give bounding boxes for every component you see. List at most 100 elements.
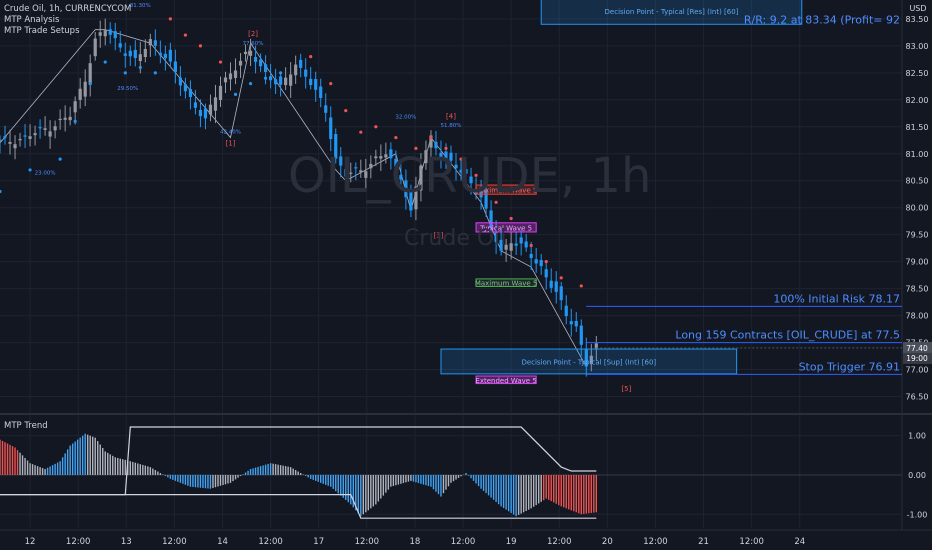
- candle-body: [374, 156, 378, 159]
- candle-body: [78, 88, 82, 100]
- wave-label: [5]: [621, 385, 631, 393]
- x-tick-label: 24: [794, 537, 805, 547]
- candle-body: [188, 89, 193, 97]
- candle-body: [329, 117, 333, 140]
- setup-box: [475, 278, 537, 287]
- sar-dot: [329, 82, 333, 86]
- sar-dot: [279, 71, 283, 75]
- sar-dot: [494, 200, 498, 204]
- candle-body: [584, 349, 588, 367]
- candle-body: [334, 134, 338, 159]
- candle-body: [163, 53, 167, 59]
- candle-body: [3, 136, 7, 138]
- candle-body: [539, 260, 543, 267]
- symbol-title[interactable]: Crude Oil, 1h, CURRENCYCOM: [4, 4, 132, 14]
- candle-body: [459, 169, 463, 173]
- candle-body: [484, 189, 488, 209]
- sar-dot: [28, 168, 32, 172]
- candle-body: [504, 244, 508, 250]
- setup-box-label: Typical Wave 5: [479, 224, 532, 232]
- candle-body: [464, 168, 468, 174]
- sar-dot: [559, 276, 563, 280]
- countdown-value: 19:00: [906, 354, 928, 363]
- y-tick-label: 82.50: [906, 69, 929, 78]
- currency-label: USD: [909, 4, 926, 13]
- sar-dot: [529, 243, 533, 248]
- candle-body: [133, 49, 137, 58]
- candle-body: [554, 281, 558, 292]
- candle-body: [364, 171, 368, 178]
- x-tick-label: 14: [217, 537, 228, 547]
- candle-body: [579, 325, 583, 345]
- candle-body: [514, 243, 518, 246]
- y-tick-label: 77.00: [906, 366, 929, 375]
- wave-label: [3]: [434, 231, 444, 239]
- x-tick-label: 12:00: [258, 537, 283, 547]
- candle-body: [38, 127, 42, 129]
- candle-body: [509, 243, 513, 251]
- candle-body: [123, 53, 127, 56]
- study-mtp-analysis[interactable]: MTP Analysis: [4, 15, 60, 25]
- x-tick-label: 17: [313, 537, 324, 547]
- trade-level-label: Stop Trigger 76.91: [799, 360, 900, 373]
- y-tick-label: 76.50: [906, 393, 929, 402]
- trade-level-label: R/R: 9.2 at 83.34 (Profit= 92: [744, 14, 900, 27]
- candle-body: [238, 60, 243, 66]
- candle-body: [93, 38, 97, 57]
- last-price-value: 77.40: [906, 344, 928, 353]
- fib-ratio-label: 29.50%: [117, 86, 138, 92]
- candle-body: [128, 50, 132, 57]
- setup-box-label: Extended Wave 5: [475, 377, 536, 385]
- candle-body: [48, 131, 52, 137]
- watermark-ticker: OIL_CRUDE, 1h: [288, 148, 652, 204]
- x-tick-label: 12:00: [162, 537, 187, 547]
- sar-dot: [474, 173, 478, 177]
- candle-body: [349, 172, 353, 174]
- sar-dot: [344, 108, 348, 113]
- candle-body: [494, 232, 498, 243]
- candle-body: [534, 259, 538, 264]
- candle-body: [113, 31, 117, 39]
- candle-body: [183, 84, 188, 92]
- candle-body: [208, 104, 213, 115]
- candle-body: [218, 85, 223, 100]
- candle-body: [284, 77, 288, 86]
- candle-body: [344, 169, 348, 177]
- candle-body: [434, 141, 438, 149]
- candle-body: [263, 64, 268, 72]
- sar-dot: [544, 260, 548, 264]
- candle-body: [103, 30, 107, 37]
- sar-dot: [198, 44, 203, 48]
- fib-ratio-label: 32.00%: [395, 115, 416, 121]
- sar-dot: [248, 82, 253, 86]
- candle-body: [564, 305, 568, 317]
- indicator-title: MTP Trend: [4, 421, 48, 431]
- x-tick-label: 12:00: [739, 537, 764, 547]
- candle-body: [213, 97, 218, 111]
- candle-body: [289, 74, 293, 86]
- candle-body: [424, 150, 428, 164]
- study-mtp-trade-setups[interactable]: MTP Trade Setups: [4, 26, 80, 36]
- sar-dot: [414, 146, 418, 150]
- candle-body: [0, 139, 2, 142]
- sar-dot: [263, 76, 268, 80]
- sar-dot: [509, 216, 513, 221]
- indicator-y-tick: 0.00: [908, 471, 926, 480]
- candle-body: [354, 167, 358, 169]
- y-tick-label: 79.50: [906, 231, 929, 240]
- setup-box-label: Decision Point - Typical [Sup] (Int) [60…: [521, 358, 656, 366]
- candle-body: [138, 54, 142, 62]
- candle-body: [439, 152, 443, 158]
- candle-body: [118, 43, 122, 48]
- candle-body: [148, 39, 152, 46]
- trade-level-label: Long 159 Contracts [OIL_CRUDE] at 77.5: [675, 329, 900, 342]
- candle-body: [88, 63, 92, 85]
- candle-body: [28, 136, 32, 139]
- candle-body: [324, 105, 328, 113]
- wave-label: [1]: [226, 140, 236, 148]
- sar-dot: [58, 157, 62, 161]
- y-tick-label: 83.50: [906, 15, 929, 24]
- x-tick-label: 12:00: [643, 537, 668, 547]
